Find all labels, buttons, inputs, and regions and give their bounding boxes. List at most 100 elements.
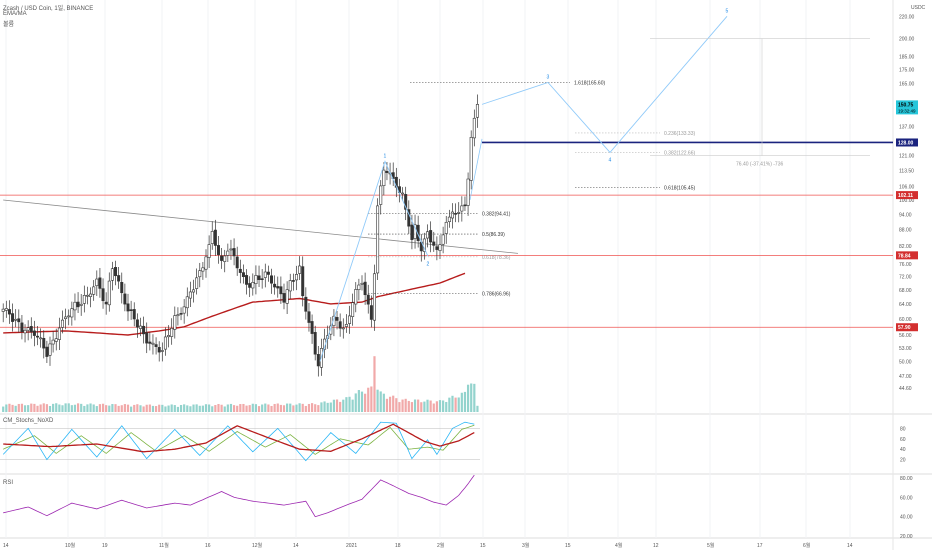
- time-tick-label: 3월: [522, 542, 530, 549]
- candle: [110, 261, 114, 291]
- candle-up: [210, 231, 214, 244]
- candle-up: [92, 286, 96, 295]
- candle-down: [282, 293, 286, 303]
- candle-down: [266, 271, 270, 275]
- price-tick-label: 113.50: [899, 168, 914, 174]
- candle: [304, 287, 308, 320]
- candle: [167, 325, 171, 348]
- price-tick-label: 72.00: [899, 274, 912, 280]
- volume-bar: [70, 405, 73, 412]
- candle-down: [98, 277, 102, 289]
- candle: [76, 292, 80, 313]
- volume-bar: [161, 404, 164, 412]
- candle-up: [354, 289, 358, 305]
- volume-bar: [142, 406, 145, 412]
- candle-down: [276, 286, 280, 289]
- candle: [351, 293, 355, 326]
- candle-up: [263, 271, 267, 278]
- candle: [70, 301, 74, 326]
- candle: [463, 196, 467, 211]
- candle: [107, 272, 111, 312]
- volume-bar: [189, 406, 192, 412]
- candle: [475, 94, 479, 128]
- candle: [313, 325, 317, 361]
- candle-down: [135, 319, 139, 328]
- candle: [429, 221, 433, 253]
- candle: [263, 263, 267, 288]
- price-tick-label: 88.00: [899, 228, 912, 234]
- candle: [163, 327, 167, 356]
- candle: [435, 236, 439, 261]
- candle-down: [7, 309, 11, 315]
- projection-connector: [469, 138, 483, 201]
- volume-bar: [345, 397, 348, 412]
- volume-bar: [211, 406, 214, 412]
- time-tick-label: 4월: [615, 542, 623, 549]
- candle-up: [344, 324, 348, 327]
- volume-bar: [89, 403, 92, 412]
- time-tick-label: 5월: [707, 542, 715, 549]
- indicator-label: EMA/MA: [3, 11, 27, 17]
- volume-bar: [14, 405, 17, 412]
- volume-bar: [123, 404, 126, 412]
- candle-down: [123, 293, 127, 305]
- candle: [404, 186, 408, 221]
- candle: [369, 295, 373, 328]
- time-tick-label: 19: [102, 543, 108, 549]
- volume-bar: [307, 403, 311, 412]
- candle-up: [288, 280, 292, 292]
- candle: [95, 270, 99, 296]
- volume-bar: [370, 386, 373, 412]
- candle: [26, 320, 30, 341]
- candle: [135, 313, 139, 338]
- volume-bar: [98, 404, 102, 412]
- candle: [20, 314, 24, 340]
- volume-bar: [151, 405, 155, 412]
- candle: [126, 293, 130, 321]
- volume-bar: [332, 399, 336, 412]
- candle: [472, 109, 476, 147]
- candle-up: [204, 256, 208, 270]
- candle-up: [48, 343, 52, 356]
- stoch-slow-line: [3, 423, 475, 453]
- volume-bar: [186, 405, 189, 412]
- volume-bar: [126, 404, 130, 412]
- trendline: [3, 199, 519, 254]
- price-tick-label: 44.60: [899, 386, 912, 392]
- volume-bar: [73, 404, 77, 412]
- volume-bar: [217, 403, 220, 412]
- volume-bar: [158, 404, 161, 412]
- candle-up: [160, 350, 164, 352]
- candle-down: [157, 347, 161, 353]
- candle: [48, 336, 52, 366]
- candle-up: [1, 308, 5, 312]
- candle: [207, 235, 211, 269]
- candle: [307, 303, 311, 332]
- candle: [123, 283, 127, 312]
- price-badge-text: 128.00: [898, 140, 914, 146]
- volume-bar: [173, 405, 176, 412]
- candle-up: [360, 282, 364, 285]
- candle-down: [366, 294, 370, 305]
- fib-label: 0.5(86.39): [482, 232, 505, 238]
- candle: [260, 269, 264, 289]
- volume-bar: [11, 404, 14, 412]
- candle: [447, 209, 451, 228]
- volume-bar: [145, 404, 148, 412]
- candle-down: [104, 301, 108, 305]
- volume-bar: [120, 405, 123, 412]
- candle-down: [316, 354, 320, 367]
- price-badge-bg: [896, 323, 918, 332]
- fib-label: 1.618(165.60): [574, 81, 605, 87]
- volume-bar: [55, 403, 58, 412]
- candle-down: [238, 268, 242, 273]
- volume-bar: [208, 404, 211, 412]
- candle-up: [229, 248, 233, 251]
- candle-down: [241, 272, 245, 277]
- candle: [469, 130, 473, 190]
- price-badge: 57.90: [896, 323, 918, 332]
- volume-bar: [448, 397, 451, 412]
- volume-bar: [320, 402, 323, 412]
